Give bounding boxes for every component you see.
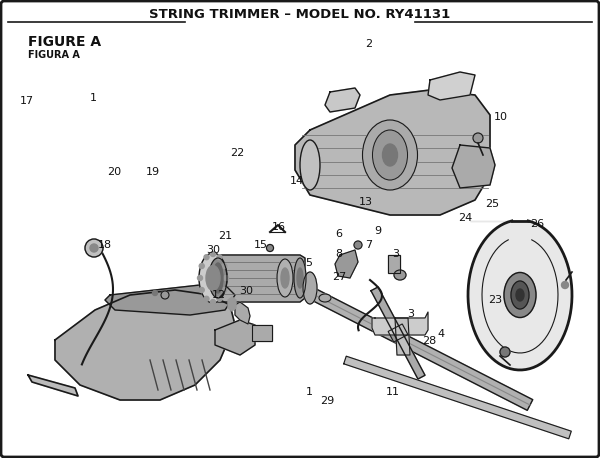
Text: 3: 3 (392, 249, 400, 259)
Ellipse shape (266, 245, 274, 251)
Text: 29: 29 (320, 396, 334, 406)
Ellipse shape (303, 272, 317, 304)
Text: 23: 23 (488, 295, 502, 305)
Text: 22: 22 (230, 148, 244, 158)
Ellipse shape (199, 253, 227, 303)
Text: 30: 30 (206, 245, 220, 255)
Ellipse shape (562, 282, 569, 289)
Ellipse shape (383, 144, 398, 166)
Bar (388, 324, 408, 342)
Polygon shape (295, 90, 490, 215)
Ellipse shape (209, 258, 227, 298)
Text: 24: 24 (458, 213, 472, 223)
Text: 2: 2 (365, 38, 373, 49)
Text: 27: 27 (332, 272, 346, 282)
Ellipse shape (161, 291, 169, 299)
Ellipse shape (204, 255, 209, 260)
Text: 3: 3 (407, 309, 415, 319)
Text: 1: 1 (89, 93, 97, 104)
Bar (388, 324, 408, 342)
Ellipse shape (511, 281, 529, 309)
Polygon shape (205, 255, 305, 302)
Text: 10: 10 (494, 112, 508, 122)
Ellipse shape (211, 251, 215, 256)
Ellipse shape (500, 347, 510, 357)
Text: 19: 19 (146, 167, 160, 177)
Text: 4: 4 (437, 329, 445, 339)
Bar (388, 255, 400, 273)
Ellipse shape (504, 273, 536, 317)
Ellipse shape (516, 289, 524, 301)
Text: 9: 9 (374, 226, 382, 236)
Ellipse shape (152, 290, 157, 295)
Polygon shape (105, 285, 235, 315)
Ellipse shape (217, 296, 222, 301)
Ellipse shape (217, 255, 222, 260)
Text: 5: 5 (305, 258, 313, 268)
Ellipse shape (394, 270, 406, 280)
Ellipse shape (223, 276, 229, 280)
Text: FIGURE A: FIGURE A (28, 35, 101, 49)
Text: 25: 25 (485, 199, 499, 209)
Text: 11: 11 (386, 387, 400, 397)
Polygon shape (344, 356, 571, 439)
Text: 14: 14 (290, 176, 304, 186)
Polygon shape (468, 221, 572, 370)
Text: 18: 18 (98, 240, 112, 250)
Ellipse shape (199, 288, 204, 293)
Polygon shape (371, 287, 425, 379)
Ellipse shape (354, 241, 362, 249)
Ellipse shape (319, 294, 331, 302)
Ellipse shape (222, 288, 227, 293)
Polygon shape (372, 312, 428, 335)
Polygon shape (28, 375, 78, 396)
Text: 12: 12 (212, 290, 226, 300)
Text: 21: 21 (218, 231, 232, 241)
Ellipse shape (281, 268, 289, 288)
Ellipse shape (300, 140, 320, 190)
Ellipse shape (85, 239, 103, 257)
Text: STRING TRIMMER – MODEL NO. RY41131: STRING TRIMMER – MODEL NO. RY41131 (149, 9, 451, 22)
Ellipse shape (199, 263, 204, 268)
Text: 1: 1 (305, 387, 313, 397)
Text: 13: 13 (359, 196, 373, 207)
Ellipse shape (473, 133, 483, 143)
Bar (252, 325, 272, 341)
Polygon shape (302, 285, 533, 410)
Text: 16: 16 (272, 222, 286, 232)
Ellipse shape (206, 266, 220, 290)
Polygon shape (335, 250, 358, 278)
Polygon shape (228, 297, 236, 311)
Ellipse shape (211, 300, 215, 305)
Ellipse shape (373, 130, 407, 180)
Text: 8: 8 (335, 249, 343, 259)
Polygon shape (325, 88, 360, 112)
Text: 26: 26 (530, 219, 544, 229)
Polygon shape (452, 145, 495, 188)
Polygon shape (428, 72, 475, 100)
Polygon shape (55, 290, 235, 400)
Ellipse shape (362, 120, 418, 190)
Ellipse shape (90, 244, 98, 252)
Ellipse shape (294, 258, 306, 298)
Text: 7: 7 (365, 240, 373, 250)
Text: 30: 30 (239, 286, 253, 296)
Ellipse shape (197, 276, 203, 280)
Text: FIGURA A: FIGURA A (28, 50, 80, 60)
Text: 28: 28 (422, 336, 436, 346)
Ellipse shape (222, 263, 227, 268)
Text: 17: 17 (20, 96, 34, 106)
Polygon shape (215, 320, 255, 355)
Ellipse shape (213, 263, 223, 293)
Text: 15: 15 (254, 240, 268, 250)
Text: 6: 6 (335, 229, 343, 239)
Ellipse shape (204, 296, 209, 301)
Text: 20: 20 (107, 167, 121, 177)
Polygon shape (235, 302, 250, 324)
Polygon shape (395, 318, 410, 355)
Ellipse shape (277, 259, 293, 297)
Ellipse shape (297, 268, 303, 288)
Bar (388, 255, 400, 273)
Bar (252, 325, 272, 341)
